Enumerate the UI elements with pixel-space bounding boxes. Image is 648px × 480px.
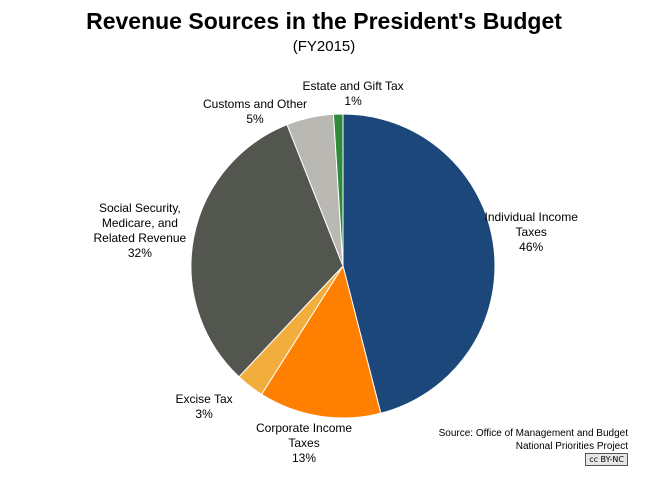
label-line: Estate and Gift Tax [302,79,404,93]
label-line: Related Revenue [93,231,187,245]
slice-social-security [190,124,344,378]
label-estate-gift: Estate and Gift Tax 1% [303,79,404,109]
label-line: Corporate Income [256,421,353,435]
chart-subtitle: (FY2015) [292,38,356,55]
source-line-2: National Priorities Project [515,441,628,452]
label-line: Medicare, and [101,216,178,230]
source-note: Source: Office of Management and Budget … [439,427,628,453]
label-line: 32% [127,246,152,260]
label-line: Social Security, [98,201,181,215]
slice-estate-gift [332,113,344,267]
label-line: 1% [344,94,362,108]
label-line: 5% [246,112,264,126]
label-social-security: Social Security, Medicare, and Related Rev… [94,201,187,261]
label-excise-tax: Excise Tax 3% [176,392,233,422]
label-line: 13% [292,451,317,465]
label-line: Taxes [515,225,547,239]
slice-individual-income [342,113,496,414]
slice-corporate-income [260,264,382,419]
label-line: Excise Tax [175,392,233,406]
label-individual-income: Individual Income Taxes 46% [485,210,578,255]
license-badge: cc BY-NC [585,453,628,466]
chart-title: Revenue Sources in the President's Budge… [86,8,562,34]
label-line: 3% [195,407,213,421]
label-line: Individual Income [484,210,578,224]
label-line: Customs and Other [203,97,308,111]
label-corporate-income: Corporate Income Taxes 13% [256,421,352,466]
label-line: Taxes [288,436,320,450]
label-customs-other: Customs and Other 5% [203,97,307,127]
label-line: 46% [519,240,544,254]
source-line-1: Source: Office of Management and Budget [438,428,628,439]
